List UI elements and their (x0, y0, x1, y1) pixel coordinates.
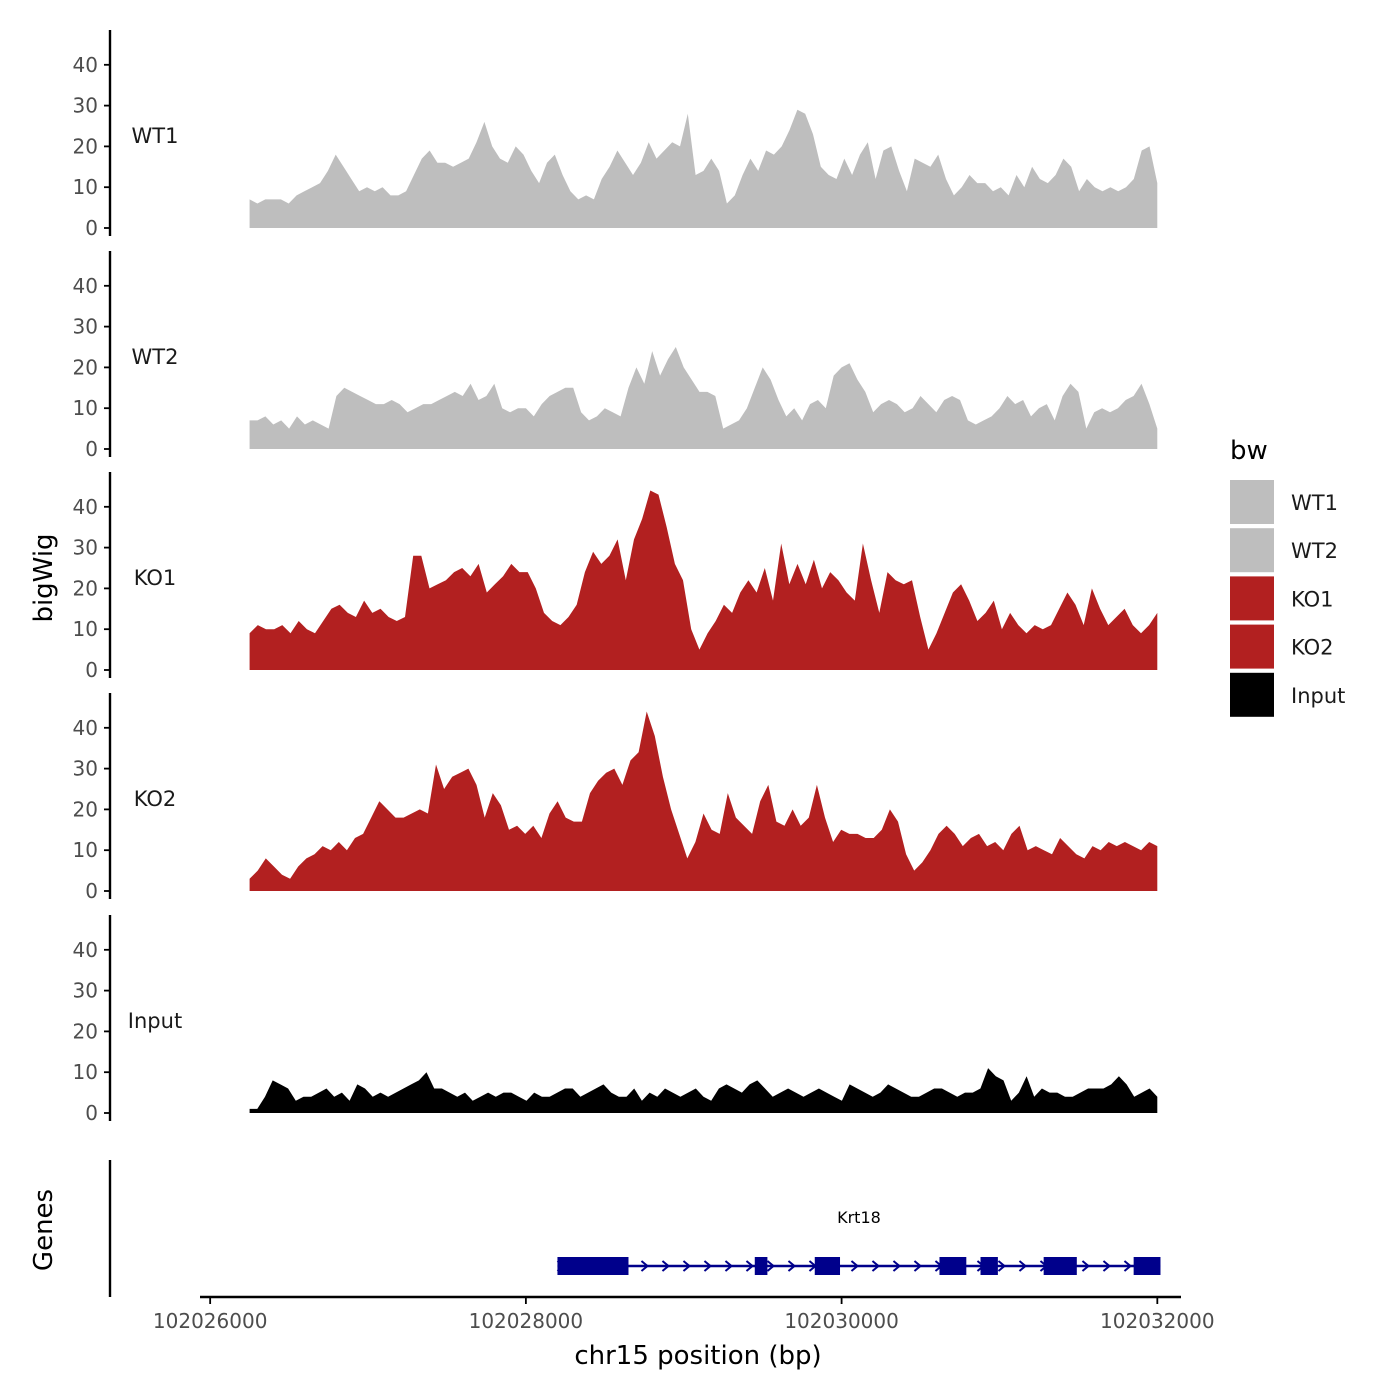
track-label: WT2 (132, 345, 179, 369)
signal-area-wt1 (249, 109, 1158, 228)
y-tick-label: 20 (73, 576, 98, 600)
legend-key-input (1230, 672, 1274, 717)
y-tick-label: 20 (73, 1019, 98, 1043)
strand-arrow (682, 1260, 692, 1272)
y-tick-label: 10 (73, 617, 98, 641)
legend-label-wt2: WT2 (1291, 539, 1338, 563)
track-wt1: 0 10 20 30 40 WT1 (73, 30, 1158, 240)
y-tick-label: 10 (73, 175, 98, 199)
strand-arrow (724, 1260, 734, 1272)
legend-key-wt1 (1230, 480, 1274, 524)
signal-area-ko1 (249, 490, 1158, 670)
y-tick-label: 40 (73, 938, 98, 962)
gene-exon (557, 1257, 629, 1275)
gene-exon (1133, 1257, 1161, 1275)
x-tick-label: 102028000 (469, 1309, 584, 1333)
y-axis-title: bigWig (29, 533, 59, 622)
y-tick-label: 0 (85, 658, 98, 682)
track-ko2: 0 10 20 30 40 KO2 (73, 693, 1158, 903)
track-label: KO1 (134, 566, 177, 590)
strand-arrow (640, 1260, 650, 1272)
gene-exon (1043, 1257, 1077, 1275)
legend-key-ko2 (1230, 624, 1274, 669)
strand-arrow (787, 1260, 797, 1272)
track-label: KO2 (134, 787, 177, 811)
strand-arrow (1123, 1260, 1133, 1272)
y-tick-label: 40 (73, 495, 98, 519)
y-tick-label: 30 (73, 979, 98, 1003)
gene-track: Krt18 (108, 1160, 1161, 1297)
legend-label-wt1: WT1 (1291, 491, 1338, 515)
strand-arrow (1018, 1260, 1028, 1272)
legend-label-ko1: KO1 (1291, 587, 1334, 611)
track-input: 0 10 20 30 40 Input (73, 915, 1158, 1125)
y-tick-label: 20 (73, 355, 98, 379)
track-label: WT1 (132, 124, 179, 148)
legend-label-ko2: KO2 (1291, 636, 1334, 660)
strand-arrow (892, 1260, 902, 1272)
y-tick-label: 30 (73, 536, 98, 560)
y-tick-label: 40 (73, 716, 98, 740)
x-tick-label: 102026000 (153, 1309, 268, 1333)
y-tick-label: 10 (73, 838, 98, 862)
y-tick-label: 0 (85, 1101, 98, 1125)
gene-label: Krt18 (837, 1208, 881, 1227)
y-tick-label: 30 (73, 94, 98, 118)
legend-key-ko1 (1230, 576, 1274, 621)
strand-arrow (1081, 1260, 1091, 1272)
gene-exon (939, 1257, 967, 1275)
legend-key-wt2 (1230, 528, 1274, 573)
track-wt2: 0 10 20 30 40 WT2 (73, 251, 1158, 461)
strand-arrow (850, 1260, 860, 1272)
y-tick-label: 10 (73, 1060, 98, 1084)
legend: WT1 WT2 KO1 KO2 Input (1230, 480, 1345, 717)
signal-tracks: 0 10 20 30 40 WT1 0 10 20 30 40 WT2 0 10 20 30 40 KO1 0 10 2… (73, 30, 1158, 1125)
legend-title: bw (1230, 436, 1268, 466)
strand-arrow (766, 1260, 776, 1272)
gene-exon (754, 1257, 768, 1275)
signal-area-wt2 (249, 347, 1158, 449)
strand-arrow (1102, 1260, 1112, 1272)
track-label: Input (128, 1009, 182, 1033)
y-tick-label: 0 (85, 216, 98, 240)
y-tick-label: 20 (73, 134, 98, 158)
y-tick-label: 40 (73, 53, 98, 77)
signal-area-input (249, 1068, 1158, 1113)
strand-arrow (913, 1260, 923, 1272)
gene-exon (814, 1257, 841, 1275)
strand-arrow (997, 1260, 1007, 1272)
x-axis: 102026000 102028000 102030000 102032000 (153, 1295, 1215, 1333)
strand-arrow (745, 1260, 755, 1272)
track-ko1: 0 10 20 30 40 KO1 (73, 472, 1158, 682)
y-tick-label: 30 (73, 315, 98, 339)
strand-arrow (871, 1260, 881, 1272)
legend-label-input: Input (1291, 684, 1345, 708)
strand-arrow (703, 1260, 713, 1272)
signal-area-ko2 (249, 711, 1158, 891)
x-tick-label: 102032000 (1100, 1309, 1215, 1333)
y-tick-label: 0 (85, 437, 98, 461)
y-tick-label: 0 (85, 879, 98, 903)
y-tick-label: 40 (73, 274, 98, 298)
y-tick-label: 30 (73, 757, 98, 781)
x-axis-title: chr15 position (bp) (574, 1341, 821, 1371)
y-tick-label: 10 (73, 396, 98, 420)
x-tick-label: 102030000 (784, 1309, 899, 1333)
genes-axis-title: Genes (29, 1189, 59, 1271)
gene-exon (980, 1257, 998, 1275)
strand-arrow (661, 1260, 671, 1272)
y-tick-label: 20 (73, 797, 98, 821)
